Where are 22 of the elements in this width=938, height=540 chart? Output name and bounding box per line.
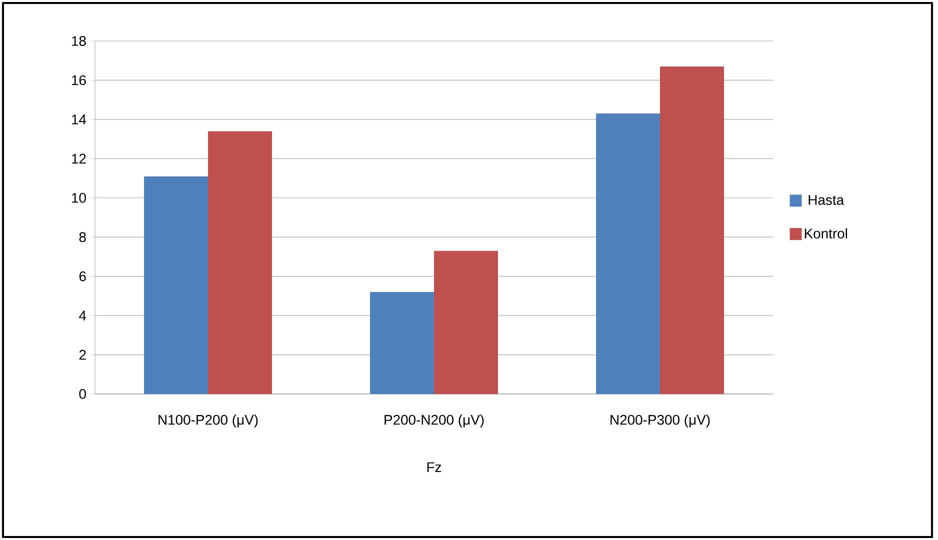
y-tick-label: 12 xyxy=(72,154,86,164)
legend-label: Hasta xyxy=(808,195,844,205)
y-tick-label: 2 xyxy=(79,350,86,360)
bar xyxy=(434,250,498,394)
y-tick-label: 16 xyxy=(72,75,86,86)
bar xyxy=(370,292,434,394)
x-tick-label: N200-P300 (μV) xyxy=(610,414,710,428)
bar xyxy=(144,176,208,394)
y-tick-label: 10 xyxy=(72,192,86,203)
y-tick-label: 6 xyxy=(79,271,86,282)
y-tick-label: 14 xyxy=(72,114,86,124)
y-tick-label: 8 xyxy=(79,232,86,242)
legend-label: Kontrol xyxy=(804,228,848,238)
y-tick-label: 0 xyxy=(79,389,86,399)
bar xyxy=(660,66,724,394)
y-tick-label: 18 xyxy=(72,36,86,46)
x-axis-title: Fz xyxy=(427,462,442,472)
x-tick-label: P200-N200 (μV) xyxy=(384,414,484,428)
bar xyxy=(596,114,660,394)
y-tick-label: 4 xyxy=(79,310,86,320)
bar xyxy=(208,131,272,394)
x-tick-label: N100-P200 (μV) xyxy=(158,414,258,428)
